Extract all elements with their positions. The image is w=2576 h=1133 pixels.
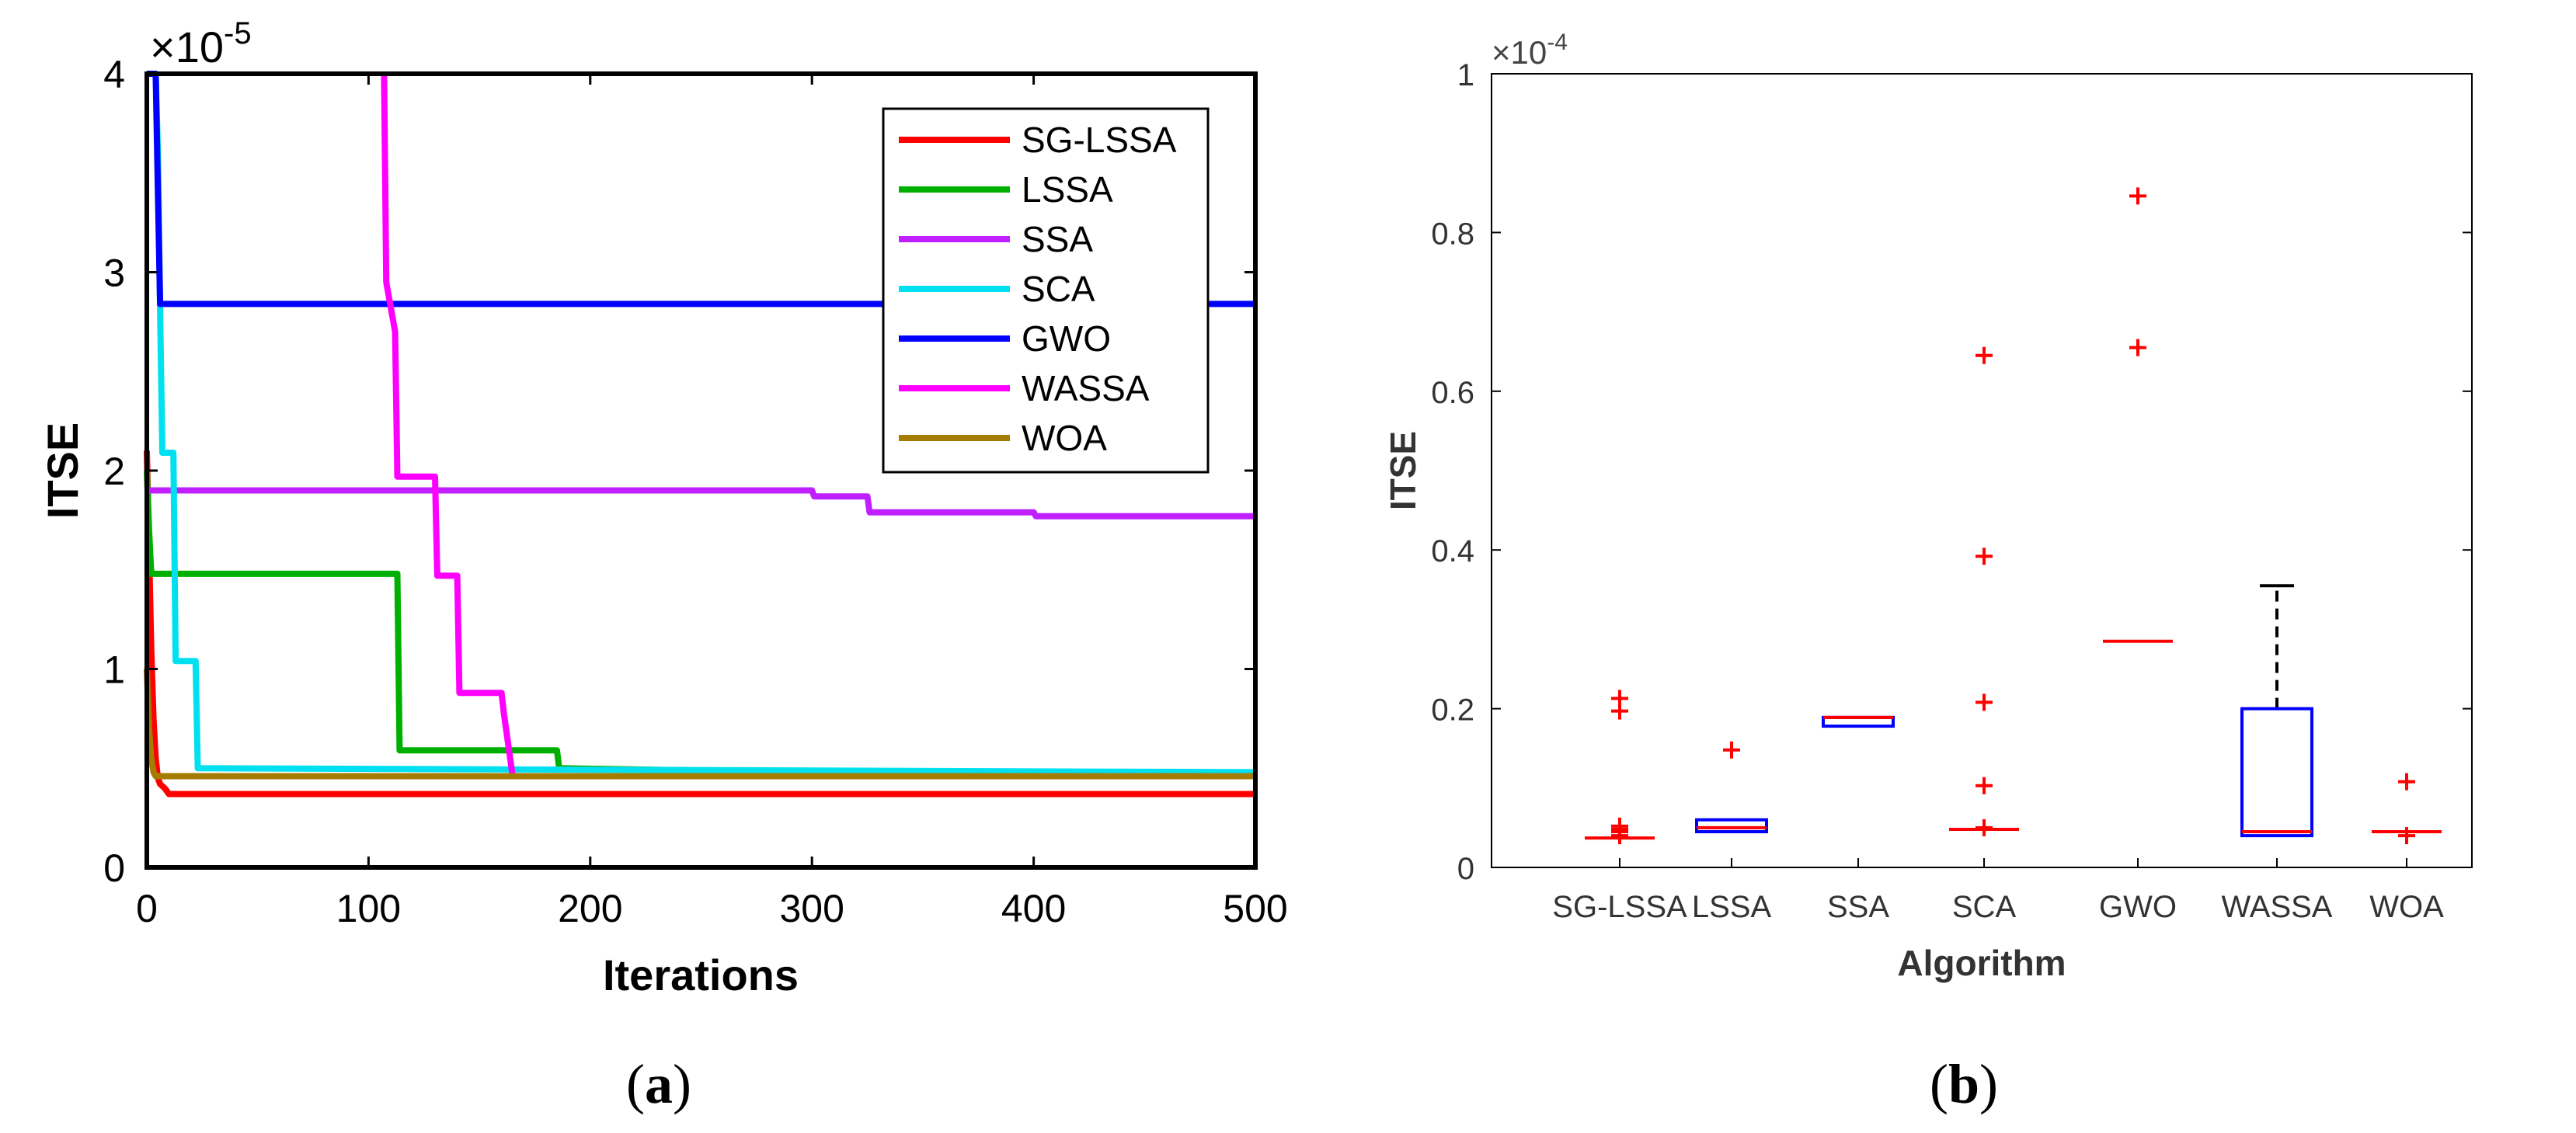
a-series-line-lssa — [144, 470, 1256, 780]
b-x-tick-label: LSSA — [1692, 890, 1772, 924]
a-legend-label: SG-LSSA — [1022, 120, 1177, 160]
b-box-sca — [1949, 346, 2019, 836]
b-outlier — [2129, 339, 2146, 356]
b-y-exponent: ×10-4 — [1492, 30, 1568, 71]
b-y-tick-label: 0.6 — [1431, 376, 1474, 410]
b-x-tick-label: SCA — [1952, 890, 2017, 924]
b-outlier — [1976, 346, 1993, 364]
b-outlier — [2398, 827, 2415, 845]
b-box-rect — [2240, 707, 2313, 838]
a-x-tick-label: 300 — [779, 887, 844, 930]
a-y-tick-label: 4 — [103, 53, 125, 96]
b-box-wassa — [2240, 584, 2313, 838]
b-x-axis-label: Algorithm — [1897, 943, 2066, 983]
a-y-exponent: ×10-5 — [150, 16, 252, 71]
a-series-line-sg-lssa — [144, 450, 1255, 798]
a-y-tick-label: 3 — [103, 252, 125, 295]
a-legend-label: SSA — [1022, 219, 1093, 259]
caption-b: (b) — [1930, 1053, 1998, 1115]
a-x-tick-label: 200 — [558, 887, 622, 930]
b-outlier — [2129, 187, 2146, 205]
a-legend: SG-LSSA LSSA SSA SCA GWO WASSA WOA — [882, 107, 1210, 474]
b-x-tick-label: WASSA — [2222, 890, 2333, 924]
a-legend-label: WOA — [1022, 418, 1107, 458]
a-x-tick-label: 100 — [336, 887, 401, 930]
a-legend-label: SCA — [1022, 269, 1095, 309]
b-box-lssa — [1695, 741, 1768, 834]
b-y-tick-label: 0.2 — [1431, 693, 1474, 728]
a-ticks-group: 0 100 200 300 400 500 0 1 2 3 4 — [103, 53, 1288, 930]
b-box-gwo — [2103, 187, 2173, 643]
caption-a: (a) — [626, 1053, 691, 1115]
a-x-tick-label: 0 — [136, 887, 158, 930]
a-series-line-woa — [144, 669, 1255, 780]
a-legend-label: GWO — [1022, 318, 1111, 359]
a-series-line-ssa — [145, 487, 1255, 520]
b-outlier — [1976, 693, 1993, 711]
b-box-sg-lssa — [1585, 690, 1655, 845]
a-y-axis-label: ITSE — [38, 422, 87, 519]
b-y-tick-label: 1 — [1457, 58, 1474, 92]
b-box-rect — [1695, 818, 1768, 834]
b-outlier — [1976, 777, 1993, 794]
a-x-tick-label: 500 — [1223, 887, 1287, 930]
b-y-tick-label: 0.8 — [1431, 217, 1474, 251]
b-outlier — [2398, 773, 2415, 791]
b-outlier — [1611, 827, 1628, 845]
panel-a-line-chart: 0 100 200 300 400 500 0 1 2 3 4 ×10-5 Iterations I… — [38, 16, 1288, 999]
b-outlier — [1611, 702, 1628, 720]
b-x-tick-label: GWO — [2099, 890, 2177, 924]
a-y-tick-label: 2 — [103, 450, 125, 493]
b-boxes-group — [1585, 187, 2442, 845]
b-y-axis-label: ITSE — [1383, 431, 1423, 510]
b-x-tick-label: SG-LSSA — [1552, 890, 1687, 924]
b-y-tick-label: 0 — [1457, 852, 1474, 886]
a-legend-label: LSSA — [1022, 169, 1113, 210]
b-outlier — [1723, 741, 1740, 759]
a-legend-label: WASSA — [1022, 368, 1150, 408]
b-box-woa — [2372, 773, 2442, 845]
b-x-tick-label: SSA — [1827, 890, 1889, 924]
a-y-tick-label: 0 — [103, 846, 125, 890]
b-y-tick-label: 0.4 — [1431, 534, 1474, 568]
a-y-tick-label: 1 — [103, 648, 125, 692]
a-x-axis-label: Iterations — [603, 951, 799, 999]
b-axes-box — [1491, 73, 2473, 868]
b-outlier — [1976, 547, 1993, 565]
panel-b-box-plot: 0 0.2 0.4 0.6 0.8 1 SG-LSSA LSSA SSA SCA GWO WASSA W… — [1383, 30, 2473, 983]
b-ticks-group: 0 0.2 0.4 0.6 0.8 1 SG-LSSA LSSA SSA SCA GWO WASSA W… — [1431, 58, 2472, 924]
b-x-tick-label: WOA — [2369, 890, 2444, 924]
b-outlier — [1976, 818, 1993, 836]
a-x-tick-label: 400 — [1001, 887, 1066, 930]
a-series-line-wassa — [381, 73, 1255, 780]
b-box-ssa — [1822, 715, 1895, 728]
